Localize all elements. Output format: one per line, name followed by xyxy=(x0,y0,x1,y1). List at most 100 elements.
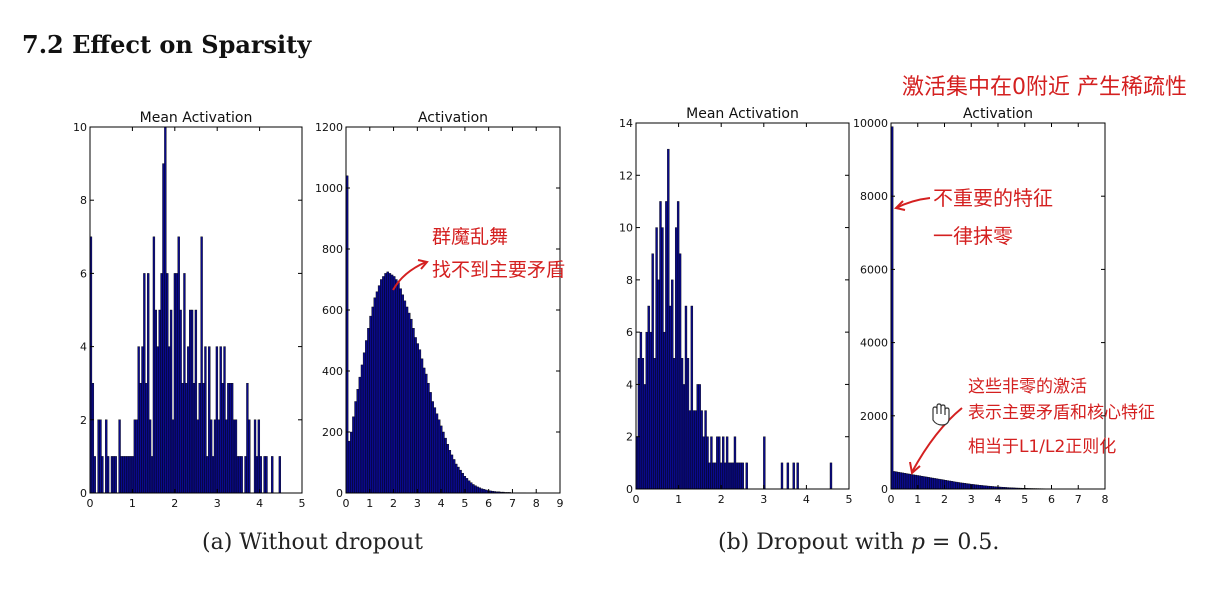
x-tick-label: 1 xyxy=(366,497,373,510)
histogram-bar xyxy=(185,383,188,494)
histogram-bar xyxy=(152,236,156,494)
histogram-bar xyxy=(506,492,509,494)
histogram-bar xyxy=(93,456,96,494)
x-tick-label: 7 xyxy=(509,497,516,510)
histogram-bar xyxy=(899,472,902,490)
x-tick-label: 9 xyxy=(557,497,564,510)
histogram-bar xyxy=(465,478,469,494)
histogram-bar xyxy=(238,456,241,494)
histogram-bar xyxy=(414,337,417,494)
histogram-bar xyxy=(439,425,443,494)
histogram-bar xyxy=(209,419,213,494)
x-tick-label: 3 xyxy=(760,493,767,506)
histogram-bar xyxy=(190,309,194,494)
histogram-bar xyxy=(390,274,394,494)
histogram-bar xyxy=(356,389,360,494)
histogram-bar xyxy=(480,488,484,494)
histogram-bar xyxy=(431,401,434,494)
histogram-bar xyxy=(148,419,152,494)
histogram-bar xyxy=(965,483,969,490)
histogram-bar xyxy=(373,297,377,494)
histogram-bar xyxy=(225,419,228,494)
x-tick-label: 8 xyxy=(1102,493,1109,506)
histogram-bar xyxy=(1023,488,1027,490)
histogram-bar xyxy=(499,491,503,494)
histogram-bar xyxy=(110,456,114,494)
histogram-bar xyxy=(950,481,954,490)
histogram-bar xyxy=(369,315,372,494)
histogram-bar xyxy=(944,480,947,490)
histogram-bar xyxy=(967,483,971,490)
section-title: 7.2 Effect on Sparsity xyxy=(22,30,312,59)
y-tick-label: 12 xyxy=(619,169,633,182)
histogram-bar xyxy=(388,273,392,494)
histogram-bar xyxy=(467,480,471,494)
histogram-bar xyxy=(89,236,93,494)
histogram-bar xyxy=(377,285,381,494)
histogram-bar xyxy=(678,253,682,490)
histogram-bar xyxy=(422,367,426,494)
histogram-bar xyxy=(763,436,766,490)
histogram-bar xyxy=(221,383,224,494)
x-tick-label: 1 xyxy=(129,497,136,510)
histogram-bar xyxy=(692,410,695,490)
histogram-bar xyxy=(635,436,639,490)
histogram-bar xyxy=(731,462,735,490)
histogram-bar xyxy=(497,491,501,494)
histogram-bar xyxy=(702,436,705,490)
y-tick-label: 14 xyxy=(619,117,633,130)
histogram-bar xyxy=(450,454,454,494)
histogram-bar xyxy=(352,416,355,494)
histogram-bar xyxy=(407,312,411,494)
x-tick-label: 8 xyxy=(533,497,540,510)
histogram-bar xyxy=(931,477,934,490)
histogram-bar xyxy=(969,483,973,490)
histogram-bar xyxy=(145,383,148,494)
histogram-bar xyxy=(412,328,415,494)
histogram-bar xyxy=(278,456,282,494)
histogram-bar xyxy=(495,491,499,494)
histogram-bar xyxy=(255,456,259,494)
y-tick-label: 8 xyxy=(626,274,633,287)
histogram-bar xyxy=(502,491,505,494)
annotation-arrow-unimportant xyxy=(895,197,931,209)
annotation-arrow-chaos xyxy=(392,261,427,291)
histogram-bar xyxy=(122,456,125,494)
histogram-bar xyxy=(257,419,261,494)
histogram-bar xyxy=(229,383,232,494)
y-tick-label: 0 xyxy=(626,483,633,496)
histogram-bar xyxy=(901,472,905,490)
histogram-bar xyxy=(925,476,928,490)
caption-b-suffix: = 0.5. xyxy=(924,530,1000,555)
histogram-bar xyxy=(234,419,238,494)
y-tick-label: 800 xyxy=(322,243,343,256)
histogram-bar xyxy=(733,436,737,490)
caption-b: (b) Dropout with p = 0.5. xyxy=(718,530,999,555)
histogram-bar xyxy=(181,383,184,494)
x-tick-label: 2 xyxy=(718,493,725,506)
histogram-bar xyxy=(712,462,715,490)
histogram-bar xyxy=(166,273,169,494)
histogram-bar xyxy=(452,459,456,494)
histogram-bar xyxy=(916,475,920,490)
chart-title: Activation xyxy=(963,106,1033,122)
annotation-sparsity: 激活集中在0附近 产生稀疏性 xyxy=(902,75,1187,100)
x-tick-label: 4 xyxy=(995,493,1002,506)
y-tick-label: 10000 xyxy=(853,117,888,130)
histogram-bar xyxy=(401,294,404,494)
histogram-bar xyxy=(1006,487,1009,490)
histogram-bar xyxy=(910,474,913,490)
histogram-bar xyxy=(641,358,645,490)
histogram-bar xyxy=(162,163,165,494)
histogram-bar xyxy=(392,276,396,494)
histogram-bar xyxy=(169,309,173,494)
histogram-bar xyxy=(126,456,129,494)
histogram-bar xyxy=(472,484,475,494)
annotation-nonzero-2: 表示主要矛盾和核心特征 xyxy=(968,403,1155,423)
histogram-bar xyxy=(457,466,460,494)
y-tick-label: 10 xyxy=(619,222,633,235)
histogram-bar xyxy=(725,436,729,490)
histogram-bar xyxy=(158,309,161,494)
histogram-bar xyxy=(647,305,650,490)
histogram-bar xyxy=(653,358,656,490)
